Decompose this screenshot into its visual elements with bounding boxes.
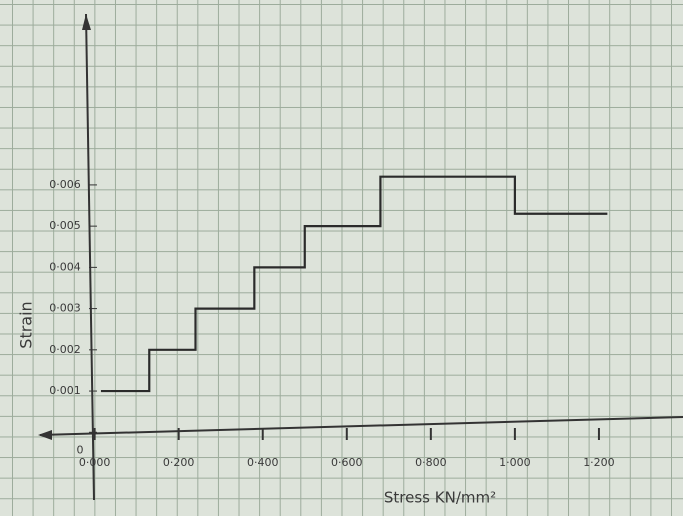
y-tick-label: 0·001 <box>49 384 81 397</box>
x-tick-label: 0·400 <box>247 456 279 469</box>
y-tick-label: 0·005 <box>49 219 81 232</box>
y-tick-label: 0·002 <box>49 343 81 356</box>
y-axis <box>85 13 95 501</box>
x-tick-label: 0·200 <box>163 456 195 469</box>
y-tick-label: 0 <box>77 443 84 456</box>
x-tick-label: 1·000 <box>499 456 531 469</box>
x-axis-label: Stress KN/mm² <box>384 489 496 507</box>
y-axis-label: Strain <box>17 301 36 348</box>
data-line <box>100 175 608 393</box>
x-axis <box>39 416 683 436</box>
x-tick-label: 0·600 <box>331 456 363 469</box>
x-tick-label: 1·200 <box>583 456 615 469</box>
x-axis-arrow <box>38 430 52 440</box>
x-tick-label: 0·000 <box>79 456 111 469</box>
y-tick-label: 0·003 <box>49 302 81 315</box>
y-tick-label: 0·006 <box>49 178 81 191</box>
x-tick-label: 0·800 <box>415 456 447 469</box>
y-axis-arrow <box>82 14 91 30</box>
y-tick-label: 0·004 <box>49 260 81 273</box>
